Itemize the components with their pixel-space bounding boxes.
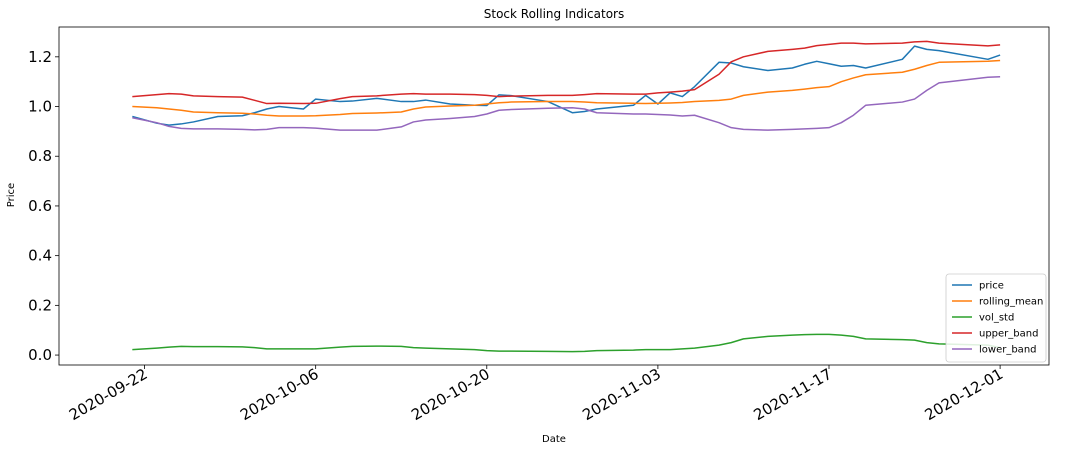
x-axis-label: Date [542,434,566,445]
y-tick-label: 0.6 [28,197,52,215]
y-tick-label: 0.8 [28,147,52,165]
x-tick-label: 2020-11-03 [579,365,664,424]
y-axis-label: Price [6,183,17,207]
legend-label-lower_band: lower_band [979,345,1037,356]
series-line-lower_band [132,75,1001,131]
x-tick-label: 2020-11-17 [750,365,835,424]
series-line-rolling_mean [132,59,1001,117]
y-tick-label: 0.0 [28,346,52,364]
plot-area: 0.0 0.2 0.4 0.6 0.8 1.0 1.2 2020-09-22 2020-10-0… [28,26,1050,424]
y-tick-label: 1.2 [28,48,52,66]
legend-label-vol_std: vol_std [979,313,1014,324]
plot-frame [58,26,1050,366]
series-line-price [132,45,1001,126]
legend-label-price: price [979,281,1004,292]
x-tick-label: 2020-12-01 [922,365,1007,424]
series-line-vol_std [132,333,1001,353]
x-tick-label: 2020-10-20 [408,365,493,424]
series-line-upper_band [132,40,1001,105]
x-tick-label: 2020-10-06 [237,365,322,424]
legend-label-upper_band: upper_band [979,329,1038,340]
y-tick-label: 0.2 [28,296,52,314]
legend-label-rolling_mean: rolling_mean [979,297,1043,308]
chart-title: Stock Rolling Indicators [484,7,624,21]
y-tick-label: 1.0 [28,98,52,116]
legend-box [945,273,1047,363]
y-tick-label: 0.4 [28,247,52,265]
x-tick-label: 2020-09-22 [66,365,151,424]
